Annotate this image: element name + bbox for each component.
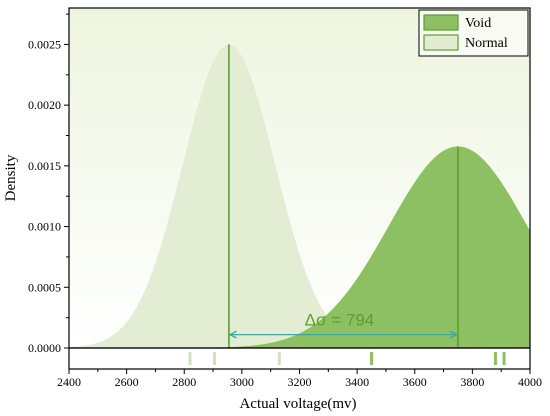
- density-area-void: [69, 146, 530, 348]
- rug-mark-void: [370, 352, 374, 365]
- x-tick-label: 2600: [115, 375, 139, 389]
- rug-mark-normal: [277, 352, 281, 365]
- rug-mark-normal: [213, 352, 217, 365]
- y-axis-title: Density: [3, 154, 19, 201]
- plot-frame: [68, 7, 531, 349]
- x-axis-title: Actual voltage(mv): [239, 396, 356, 412]
- y-tick-label: 0.0015: [28, 159, 61, 173]
- legend-label-void: Void: [465, 16, 491, 31]
- plot-area: [69, 44, 530, 348]
- rug-frame: [68, 347, 531, 370]
- y-tick-label: 0.0005: [28, 280, 61, 294]
- x-tick-label: 3000: [230, 375, 254, 389]
- legend-swatch-normal: [423, 34, 459, 51]
- rug-mark-void: [493, 352, 497, 365]
- x-tick-label: 4000: [518, 375, 542, 389]
- x-tick-label: 2800: [172, 375, 196, 389]
- x-tick-label: 3200: [288, 375, 312, 389]
- x-tick-label: 3400: [345, 375, 369, 389]
- rug-mark-normal: [188, 352, 192, 365]
- y-tick-label: 0.0010: [28, 220, 61, 234]
- legend-label-normal: Normal: [465, 36, 508, 51]
- axes: 0.0000 0.0005 0.0010 0.0015 0.0020 0.0025 2400…: [28, 7, 542, 389]
- legend: Void Normal: [418, 9, 529, 57]
- y-tick-label: 0.0000: [28, 341, 61, 355]
- delta-sigma-label: Δσ = 794: [305, 311, 375, 330]
- legend-swatch-void: [423, 14, 459, 31]
- density-area-normal: [69, 44, 530, 348]
- y-tick-label: 0.0020: [28, 98, 61, 112]
- rug-strip: [68, 347, 531, 370]
- x-tick-label: 3800: [460, 375, 484, 389]
- x-tick-label: 2400: [57, 375, 81, 389]
- y-tick-label: 0.0025: [28, 37, 61, 51]
- x-tick-label: 3600: [403, 375, 427, 389]
- rug-mark-void: [502, 352, 506, 365]
